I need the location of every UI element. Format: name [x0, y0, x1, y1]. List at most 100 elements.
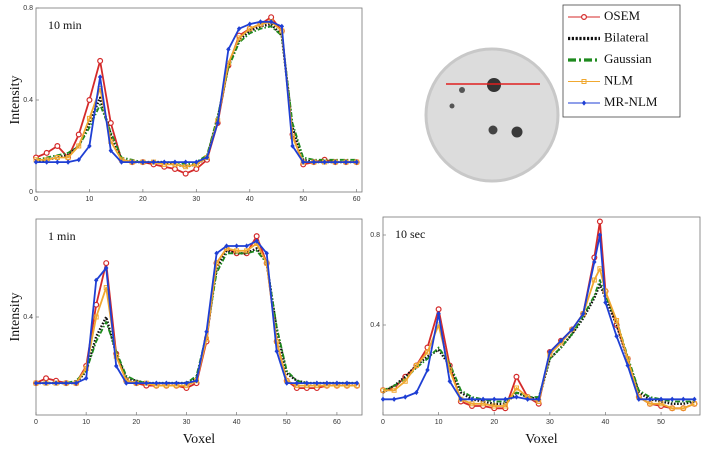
- legend-label: Bilateral: [604, 29, 649, 44]
- x-tick-label: 40: [246, 196, 254, 203]
- marker: [322, 159, 327, 165]
- marker: [174, 380, 179, 386]
- marker: [301, 159, 306, 165]
- marker: [436, 311, 441, 317]
- marker: [184, 380, 189, 386]
- marker: [681, 396, 686, 402]
- marker: [343, 159, 349, 165]
- marker: [124, 380, 129, 386]
- marker: [596, 218, 603, 225]
- marker: [314, 380, 320, 386]
- marker: [413, 363, 419, 368]
- marker: [274, 348, 279, 354]
- marker: [63, 380, 69, 386]
- marker: [268, 19, 274, 25]
- marker: [536, 396, 541, 402]
- marker: [304, 380, 310, 386]
- marker: [580, 14, 587, 21]
- marker: [76, 157, 81, 163]
- x-tick-label: 50: [283, 419, 291, 426]
- marker: [614, 318, 620, 323]
- phantom-lesion: [459, 87, 465, 93]
- marker: [226, 46, 231, 52]
- marker: [247, 21, 252, 27]
- marker: [234, 248, 240, 254]
- y-tick-label: 0: [29, 189, 33, 196]
- x-tick-label: 10: [82, 419, 90, 426]
- marker: [647, 396, 653, 402]
- phantom-lesion: [488, 125, 498, 135]
- x-tick-label: 0: [34, 196, 38, 203]
- x-axis-label: Voxel: [525, 432, 558, 447]
- marker: [597, 232, 603, 238]
- marker: [254, 238, 259, 244]
- x-tick-label: 60: [353, 196, 361, 203]
- marker: [53, 380, 59, 386]
- marker: [354, 159, 359, 165]
- marker: [333, 159, 338, 165]
- marker: [290, 143, 295, 149]
- marker: [268, 14, 275, 21]
- marker: [680, 405, 686, 411]
- marker: [129, 159, 135, 165]
- marker: [569, 326, 575, 333]
- marker: [614, 333, 619, 339]
- x-tick-label: 20: [139, 196, 147, 203]
- marker: [581, 100, 587, 106]
- panel-label: 10 min: [48, 18, 82, 32]
- marker: [334, 380, 340, 386]
- x-tick-label: 60: [333, 419, 341, 426]
- marker: [503, 396, 508, 402]
- marker: [591, 277, 597, 283]
- marker: [83, 375, 89, 381]
- marker: [224, 243, 229, 249]
- x-tick-label: 50: [299, 196, 307, 203]
- marker: [76, 143, 82, 149]
- marker: [424, 349, 430, 355]
- marker: [144, 380, 149, 386]
- marker: [97, 57, 104, 64]
- marker: [103, 260, 110, 267]
- marker: [93, 314, 99, 320]
- phantom-disk: [426, 49, 558, 181]
- phantom-lesion: [487, 78, 501, 92]
- marker: [54, 143, 61, 150]
- legend-box: [562, 4, 681, 118]
- marker: [324, 380, 330, 386]
- marker: [581, 311, 586, 317]
- marker: [513, 385, 519, 391]
- marker: [43, 375, 50, 382]
- marker: [183, 159, 188, 165]
- y-tick-label: 0.8: [23, 5, 33, 12]
- y-axis-label: Intensity: [8, 293, 23, 342]
- series-line: [382, 283, 695, 405]
- marker: [692, 396, 697, 402]
- marker: [380, 396, 386, 402]
- marker: [294, 380, 299, 386]
- marker: [502, 403, 508, 409]
- marker: [33, 159, 39, 165]
- marker: [253, 233, 260, 240]
- x-tick-label: 10: [86, 196, 94, 203]
- marker: [151, 159, 156, 165]
- marker: [447, 378, 452, 384]
- x-tick-label: 20: [132, 419, 140, 426]
- marker: [258, 19, 263, 25]
- x-tick-label: 30: [546, 419, 554, 426]
- y-tick-label: 0.4: [370, 322, 380, 329]
- marker: [244, 243, 249, 249]
- marker: [214, 250, 219, 256]
- legend-label: OSEM: [604, 8, 641, 23]
- y-tick-label: 0.4: [23, 314, 33, 321]
- marker: [469, 396, 475, 402]
- marker: [311, 159, 317, 165]
- marker: [403, 394, 408, 400]
- phantom-image: [424, 47, 560, 183]
- y-tick-label: 0.8: [370, 232, 380, 239]
- marker: [391, 387, 397, 393]
- marker: [458, 396, 464, 402]
- marker: [172, 159, 178, 165]
- y-axis-label: Intensity: [8, 76, 23, 125]
- marker: [44, 159, 49, 165]
